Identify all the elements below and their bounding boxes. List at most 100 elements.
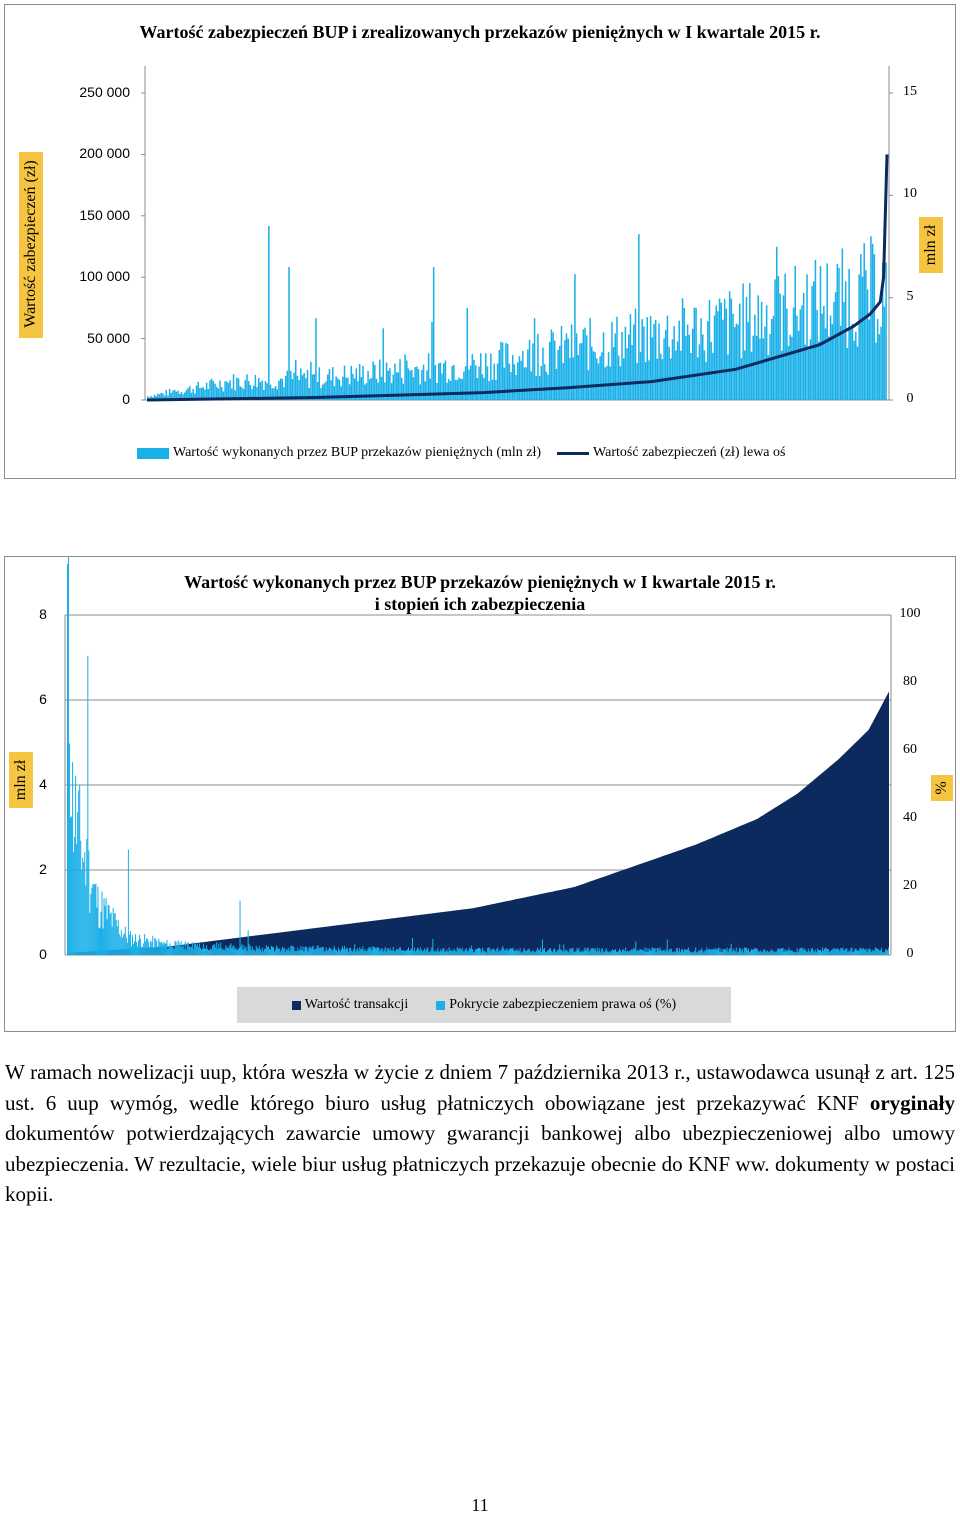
chart1-bar	[580, 343, 583, 400]
chart2-coverage-bar	[458, 948, 460, 955]
chart2-coverage-bar	[179, 946, 181, 955]
chart2-coverage-bar	[401, 950, 403, 955]
chart1-bar	[564, 340, 566, 400]
chart2-coverage-bar	[499, 950, 501, 955]
chart2-coverage-bar	[668, 949, 670, 955]
chart2-coverage-bar	[460, 949, 462, 955]
chart2-coverage-bar	[447, 951, 449, 955]
chart2-coverage-bar	[308, 947, 310, 955]
chart2-coverage-bar	[533, 952, 535, 955]
chart2-coverage-bar	[437, 947, 439, 955]
chart2-coverage-bar	[93, 884, 95, 955]
chart2-coverage-bar	[384, 946, 386, 955]
legend-swatch-coverage	[436, 1000, 446, 1010]
chart1-bar	[328, 369, 331, 400]
chart2-coverage-bar	[719, 951, 721, 955]
chart1-bar	[355, 368, 358, 400]
chart2-coverage-bar	[648, 948, 650, 955]
chart1-bar	[616, 316, 618, 400]
chart2-coverage-bar	[500, 951, 502, 955]
chart1-bar	[747, 322, 749, 400]
chart2-coverage-bar	[607, 952, 609, 955]
chart1-bar	[288, 266, 290, 400]
chart1-bar	[560, 326, 563, 400]
chart2-coverage-bar	[785, 951, 787, 955]
chart1-bar	[362, 365, 364, 400]
chart1-bar	[311, 374, 314, 400]
chart2-coverage-bar	[766, 950, 768, 955]
chart2-coverage-bar	[674, 951, 676, 955]
chart2-coverage-bar	[413, 950, 415, 955]
chart2-coverage-bar	[214, 944, 216, 955]
chart2-coverage-bar	[185, 949, 187, 955]
chart2-coverage-bar	[328, 947, 330, 955]
chart2-coverage-bar	[827, 948, 829, 955]
chart2-coverage-bar	[587, 947, 589, 955]
chart2-coverage-bar	[863, 949, 865, 955]
chart2-coverage-bar	[608, 951, 610, 955]
chart1-bar	[866, 289, 869, 400]
chart2-coverage-bar	[291, 946, 293, 955]
chart2-coverage-bar	[434, 951, 436, 955]
chart2-coverage-bar	[681, 948, 683, 955]
chart1-bar	[776, 246, 778, 400]
chart2-coverage-bar	[439, 951, 441, 955]
chart2-coverage-bar	[775, 952, 777, 955]
chart2-coverage-bar	[592, 948, 594, 955]
chart2-coverage-bar	[463, 951, 465, 955]
chart1-bar	[691, 328, 694, 400]
chart2-coverage-bar	[611, 948, 613, 955]
chart1-bar	[789, 334, 791, 400]
chart1-bar	[237, 378, 240, 400]
chart2-coverage-bar	[418, 948, 420, 955]
chart2-coverage-bar	[704, 950, 706, 955]
chart2-coverage-bar	[331, 950, 333, 955]
chart1-bar	[651, 337, 654, 400]
chart2-legend-item-value: Wartość transakcji	[291, 997, 408, 1013]
chart1-bar	[370, 377, 373, 400]
chart2-coverage-bar	[211, 949, 213, 955]
chart1-bar	[570, 324, 573, 400]
chart2-coverage-bar	[368, 946, 370, 955]
chart2-coverage-bar	[548, 949, 550, 955]
chart2-coverage-bar	[215, 947, 217, 955]
chart2-coverage-bar	[336, 951, 338, 955]
chart1-bar	[826, 263, 828, 400]
chart-security-values: Wartość zabezpieczeń BUP i zrealizowanyc…	[4, 4, 956, 479]
chart1-bar	[700, 318, 702, 400]
chart2-coverage-bar	[873, 950, 875, 955]
chart1-bar	[871, 243, 874, 400]
chart1-bar	[834, 292, 837, 400]
chart2-coverage-bar	[840, 947, 842, 955]
chart2-coverage-bar	[438, 951, 440, 955]
chart2-coverage-bar	[381, 948, 383, 955]
chart2-coverage-bar	[181, 946, 183, 955]
chart1-bar	[676, 341, 679, 400]
chart2-coverage-bar	[357, 948, 359, 955]
chart1-bar	[434, 365, 437, 400]
chart2-coverage-bar	[191, 942, 193, 955]
chart1-bar	[369, 379, 371, 400]
chart2-coverage-bar	[494, 949, 496, 955]
chart2-coverage-bar	[279, 948, 281, 955]
chart1-title: Wartość zabezpieczeń BUP i zrealizowanyc…	[139, 22, 821, 42]
chart2-coverage-bar	[406, 949, 408, 955]
chart2-coverage-bar	[797, 952, 799, 955]
chart2-coverage-bar	[760, 950, 762, 955]
chart2-coverage-bar	[728, 948, 730, 955]
chart1-bar	[624, 326, 627, 400]
chart2-coverage-bar	[194, 943, 196, 955]
chart2-coverage-bar	[593, 949, 595, 955]
chart2-coverage-bar	[237, 949, 239, 955]
chart1-bar	[348, 384, 351, 400]
chart1-bar	[860, 253, 862, 400]
chart1-bar	[769, 334, 771, 400]
chart2-coverage-bar	[689, 950, 691, 955]
chart2-coverage-bar	[452, 950, 454, 955]
chart2-coverage-bar	[743, 947, 745, 955]
chart1-bar	[392, 374, 395, 400]
chart2-coverage-bar	[104, 906, 106, 955]
chart1-bar	[192, 388, 194, 400]
chart2-coverage-bar	[76, 843, 78, 955]
chart2-coverage-bar	[183, 949, 185, 955]
